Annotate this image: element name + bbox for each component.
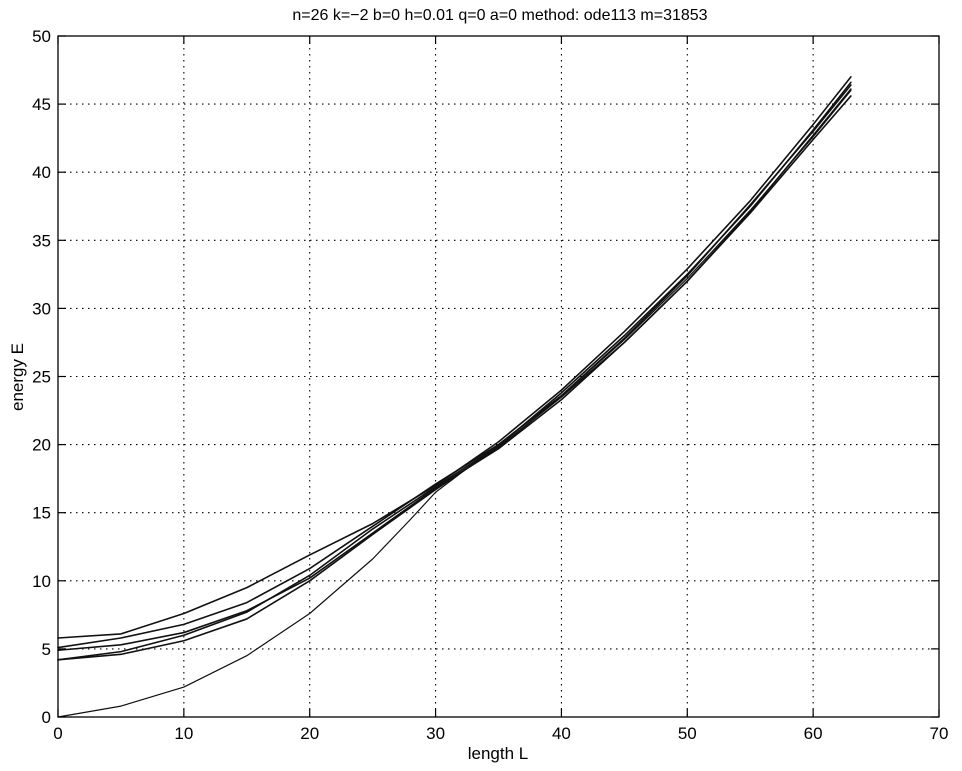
y-tick-label: 20: [32, 436, 51, 455]
x-axis-label: length L: [468, 744, 529, 763]
y-tick-label: 25: [32, 368, 51, 387]
y-tick-label: 15: [32, 504, 51, 523]
x-tick-label: 70: [930, 724, 949, 743]
y-tick-label: 30: [32, 299, 51, 318]
y-tick-label: 45: [32, 95, 51, 114]
x-tick-label: 60: [804, 724, 823, 743]
y-tick-label: 0: [42, 708, 51, 727]
y-axis-label: energy E: [8, 343, 27, 411]
series-line-5: [57, 81, 852, 661]
y-tick-label: 35: [32, 231, 51, 250]
x-tick-labels: 0 10 20 30 40 50 60 70: [53, 724, 948, 743]
y-tick-label: 10: [32, 572, 51, 591]
y-tick-label: 50: [32, 27, 51, 46]
chart-title: n=26 k=−2 b=0 h=0.01 q=0 a=0 method: ode…: [292, 7, 707, 24]
x-tick-label: 50: [678, 724, 697, 743]
axis-ticks: [57, 35, 940, 718]
y-tick-label: 40: [32, 163, 51, 182]
series-line-1: [57, 89, 852, 718]
y-tick-label: 5: [42, 640, 51, 659]
series-lines: [57, 76, 852, 718]
x-tick-label: 10: [174, 724, 193, 743]
x-tick-label: 30: [426, 724, 445, 743]
y-tick-labels: 0 5 10 15 20 25 30 35 40 45 50: [32, 27, 51, 727]
x-tick-label: 0: [53, 724, 62, 743]
series-line-6: [57, 95, 852, 661]
x-tick-label: 20: [300, 724, 319, 743]
x-tick-label: 40: [552, 724, 571, 743]
